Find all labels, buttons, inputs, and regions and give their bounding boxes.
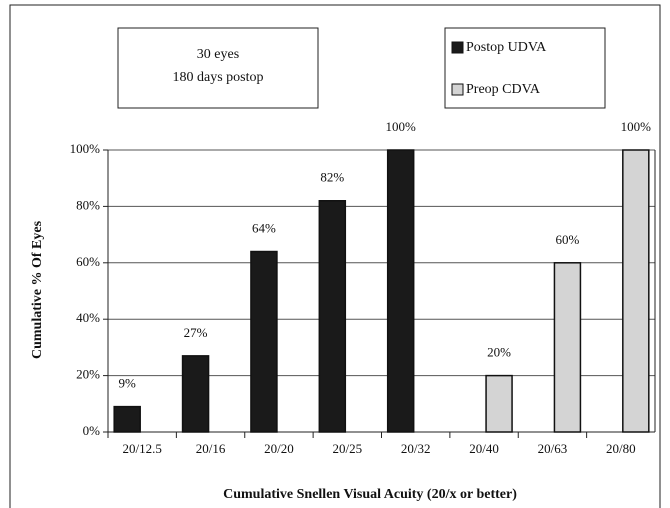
y-tick-label: 60% xyxy=(76,254,100,269)
y-tick-label: 100% xyxy=(70,141,101,156)
bar xyxy=(553,262,582,433)
bar xyxy=(485,374,513,433)
annotation-line: 180 days postop xyxy=(173,70,264,85)
data-label: 9% xyxy=(119,376,137,391)
y-axis-title: Cumulative % Of Eyes xyxy=(30,220,45,359)
x-tick-label: 20/12.5 xyxy=(123,441,162,456)
frame xyxy=(9,4,661,508)
y-tick-label: 40% xyxy=(76,310,100,325)
x-tick-label: 20/40 xyxy=(469,441,499,456)
data-label: 60% xyxy=(556,232,580,247)
y-tick-label: 80% xyxy=(76,197,100,212)
data-label: 100% xyxy=(386,119,417,134)
x-tick-label: 20/20 xyxy=(264,441,294,456)
data-label: 100% xyxy=(621,119,652,134)
x-tick-label: 20/32 xyxy=(401,441,431,456)
annotation-box xyxy=(117,27,319,109)
legend-swatch xyxy=(451,41,464,54)
bar xyxy=(318,200,347,433)
data-label: 20% xyxy=(487,345,511,360)
legend-label: Postop UDVA xyxy=(466,40,547,55)
data-label: 82% xyxy=(320,170,344,185)
legend xyxy=(444,27,606,109)
bar xyxy=(181,355,210,433)
x-tick-label: 20/63 xyxy=(538,441,568,456)
y-tick-label: 0% xyxy=(83,423,101,438)
annotation-line: 30 eyes xyxy=(197,47,239,62)
x-tick-label: 20/16 xyxy=(196,441,226,456)
data-label: 27% xyxy=(184,325,208,340)
x-tick-label: 20/80 xyxy=(606,441,636,456)
x-tick-label: 20/25 xyxy=(333,441,363,456)
bar xyxy=(250,250,278,433)
bar xyxy=(386,149,415,433)
legend-swatch xyxy=(451,83,464,96)
bar xyxy=(113,405,141,433)
data-label: 64% xyxy=(252,221,276,236)
x-axis-title: Cumulative Snellen Visual Acuity (20/x o… xyxy=(223,487,517,502)
legend-label: Preop CDVA xyxy=(466,82,541,97)
y-tick-label: 20% xyxy=(76,367,100,382)
bar xyxy=(622,149,650,433)
